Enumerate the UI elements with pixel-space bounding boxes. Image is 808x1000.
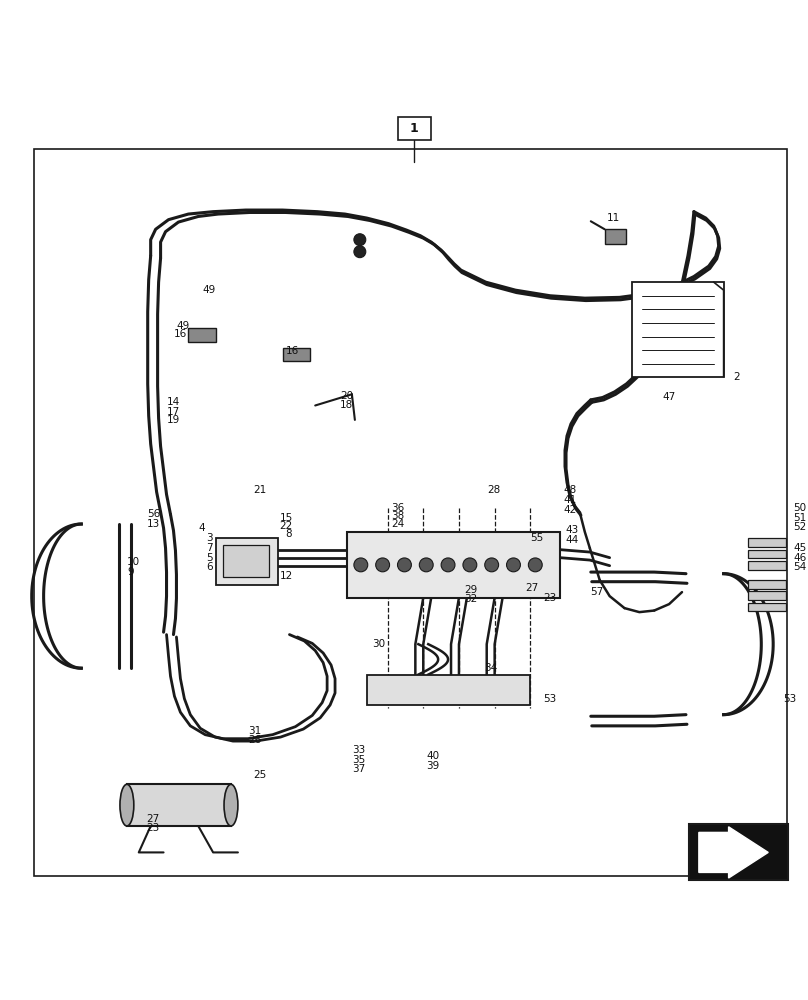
Bar xyxy=(127,784,231,826)
Circle shape xyxy=(354,246,366,258)
Circle shape xyxy=(441,558,455,572)
Circle shape xyxy=(419,558,433,572)
Circle shape xyxy=(376,558,389,572)
Bar xyxy=(188,328,216,342)
Text: 51: 51 xyxy=(793,513,806,523)
Text: 30: 30 xyxy=(372,639,385,649)
Text: 29: 29 xyxy=(464,585,478,595)
Text: 2: 2 xyxy=(734,372,740,382)
Text: 27: 27 xyxy=(525,583,539,593)
Ellipse shape xyxy=(224,784,238,826)
Text: 45: 45 xyxy=(793,543,806,553)
Text: 23: 23 xyxy=(543,593,557,603)
Text: 47: 47 xyxy=(663,392,675,402)
Bar xyxy=(283,348,310,361)
Text: 15: 15 xyxy=(280,513,292,523)
Text: 40: 40 xyxy=(427,751,440,761)
Text: 48: 48 xyxy=(563,485,576,495)
Polygon shape xyxy=(699,827,768,878)
Bar xyxy=(367,675,530,705)
Text: 49: 49 xyxy=(176,321,190,331)
Circle shape xyxy=(354,558,368,572)
Text: 24: 24 xyxy=(392,519,405,529)
Text: 52: 52 xyxy=(793,522,806,532)
Text: 55: 55 xyxy=(530,533,544,543)
Text: 9: 9 xyxy=(127,567,133,577)
Text: 8: 8 xyxy=(285,529,292,539)
Text: 23: 23 xyxy=(147,823,160,833)
Text: 20: 20 xyxy=(340,391,353,401)
Text: 5: 5 xyxy=(206,553,213,563)
Text: 38: 38 xyxy=(392,511,405,521)
Text: 17: 17 xyxy=(166,407,180,417)
Circle shape xyxy=(463,558,477,572)
Bar xyxy=(604,229,626,244)
Text: 14: 14 xyxy=(166,397,180,407)
Text: 19: 19 xyxy=(166,415,180,425)
Text: 26: 26 xyxy=(248,735,261,745)
Bar xyxy=(223,545,268,577)
Text: 33: 33 xyxy=(352,745,365,755)
Bar xyxy=(748,580,786,589)
Bar xyxy=(748,550,786,558)
Circle shape xyxy=(507,558,520,572)
Text: 6: 6 xyxy=(206,562,213,572)
Text: 28: 28 xyxy=(488,485,501,495)
Text: 35: 35 xyxy=(352,755,365,765)
Text: 57: 57 xyxy=(590,587,603,597)
Text: 37: 37 xyxy=(352,764,365,774)
Text: 4: 4 xyxy=(198,523,205,533)
Circle shape xyxy=(354,234,366,246)
Text: 53: 53 xyxy=(543,694,557,704)
Text: 54: 54 xyxy=(793,562,806,572)
Text: 39: 39 xyxy=(427,761,440,771)
Circle shape xyxy=(398,558,411,572)
Bar xyxy=(216,538,278,585)
Bar xyxy=(398,117,431,140)
Text: 21: 21 xyxy=(253,485,266,495)
Bar xyxy=(748,603,786,611)
Text: 56: 56 xyxy=(147,509,160,519)
Text: 10: 10 xyxy=(127,557,140,567)
Circle shape xyxy=(528,558,542,572)
Ellipse shape xyxy=(120,784,134,826)
Text: 44: 44 xyxy=(565,535,579,545)
Text: 3: 3 xyxy=(206,533,213,543)
Bar xyxy=(633,282,724,377)
Text: 36: 36 xyxy=(392,503,405,513)
Text: 27: 27 xyxy=(147,814,160,824)
Text: 16: 16 xyxy=(174,329,187,339)
Text: 43: 43 xyxy=(565,525,579,535)
Text: 46: 46 xyxy=(793,553,806,563)
Text: 49: 49 xyxy=(202,285,216,295)
Text: 32: 32 xyxy=(464,594,478,604)
Bar xyxy=(689,824,788,880)
Bar xyxy=(748,538,786,547)
Text: 18: 18 xyxy=(340,400,353,410)
Text: 25: 25 xyxy=(253,770,266,780)
Text: 34: 34 xyxy=(484,663,497,673)
Text: 50: 50 xyxy=(793,503,806,513)
Text: 31: 31 xyxy=(248,726,261,736)
Text: 13: 13 xyxy=(147,519,160,529)
Text: 22: 22 xyxy=(280,521,292,531)
Text: 12: 12 xyxy=(280,571,292,581)
Text: 16: 16 xyxy=(285,346,299,356)
Text: 42: 42 xyxy=(563,505,576,515)
Text: 53: 53 xyxy=(783,694,797,704)
Text: 11: 11 xyxy=(607,213,620,223)
Text: 41: 41 xyxy=(563,495,576,505)
Circle shape xyxy=(485,558,499,572)
Bar xyxy=(748,591,786,600)
Bar xyxy=(748,561,786,570)
Bar xyxy=(347,532,560,598)
Text: 7: 7 xyxy=(206,543,213,553)
Text: 1: 1 xyxy=(410,122,419,135)
